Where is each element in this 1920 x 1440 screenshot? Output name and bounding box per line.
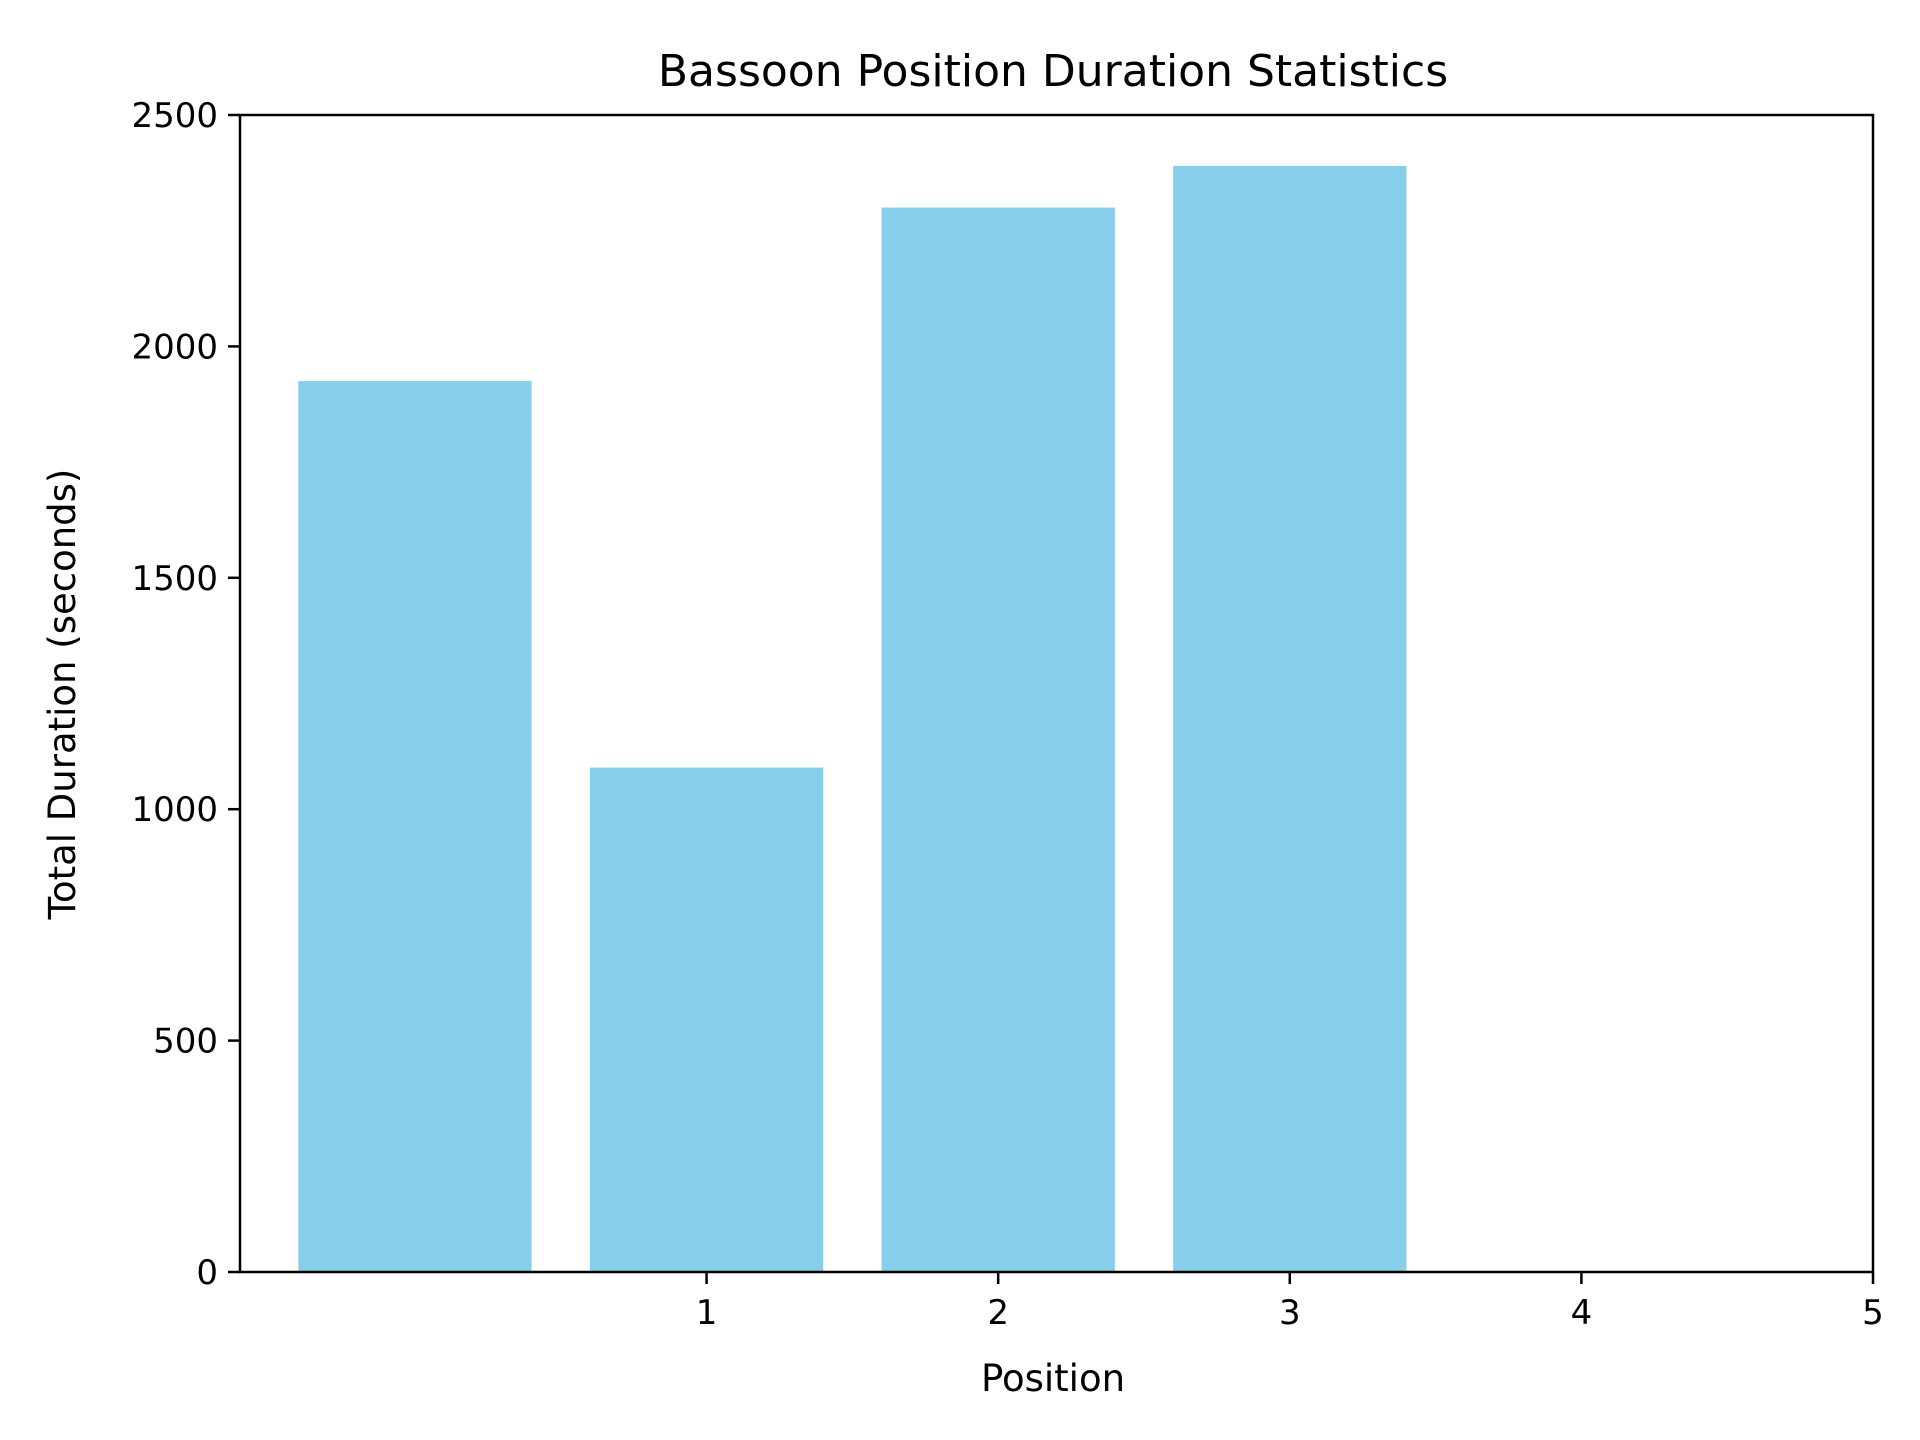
bar-position-3 (1173, 165, 1407, 1273)
y-axis-ticks: 0 500 1000 1500 2000 2500 (131, 96, 240, 1293)
y-tick-label: 2500 (131, 96, 218, 136)
x-tick-label: 2 (987, 1293, 1009, 1333)
bar-position-1 (589, 767, 824, 1272)
y-tick-label: 2000 (131, 327, 218, 367)
y-tick-label: 1500 (131, 559, 218, 599)
x-tick-label: 1 (696, 1293, 718, 1333)
x-axis-ticks: 1 2 3 4 5 (696, 1272, 1884, 1333)
x-tick-label: 5 (1862, 1293, 1884, 1333)
y-axis-label: Total Duration (seconds) (41, 469, 84, 921)
y-tick-label: 500 (153, 1022, 218, 1062)
bar-position-2 (881, 207, 1115, 1272)
x-axis-label: Position (981, 1357, 1125, 1400)
plot-frame (238, 113, 1875, 1274)
x-tick-label: 3 (1279, 1293, 1301, 1333)
x-tick-label: 4 (1571, 1293, 1593, 1333)
bar-position-0 (298, 381, 532, 1272)
y-tick-label: 0 (196, 1253, 218, 1293)
y-tick-label: 1000 (131, 790, 218, 830)
chart-title: Bassoon Position Duration Statistics (658, 46, 1448, 97)
bars-group (298, 165, 1407, 1273)
